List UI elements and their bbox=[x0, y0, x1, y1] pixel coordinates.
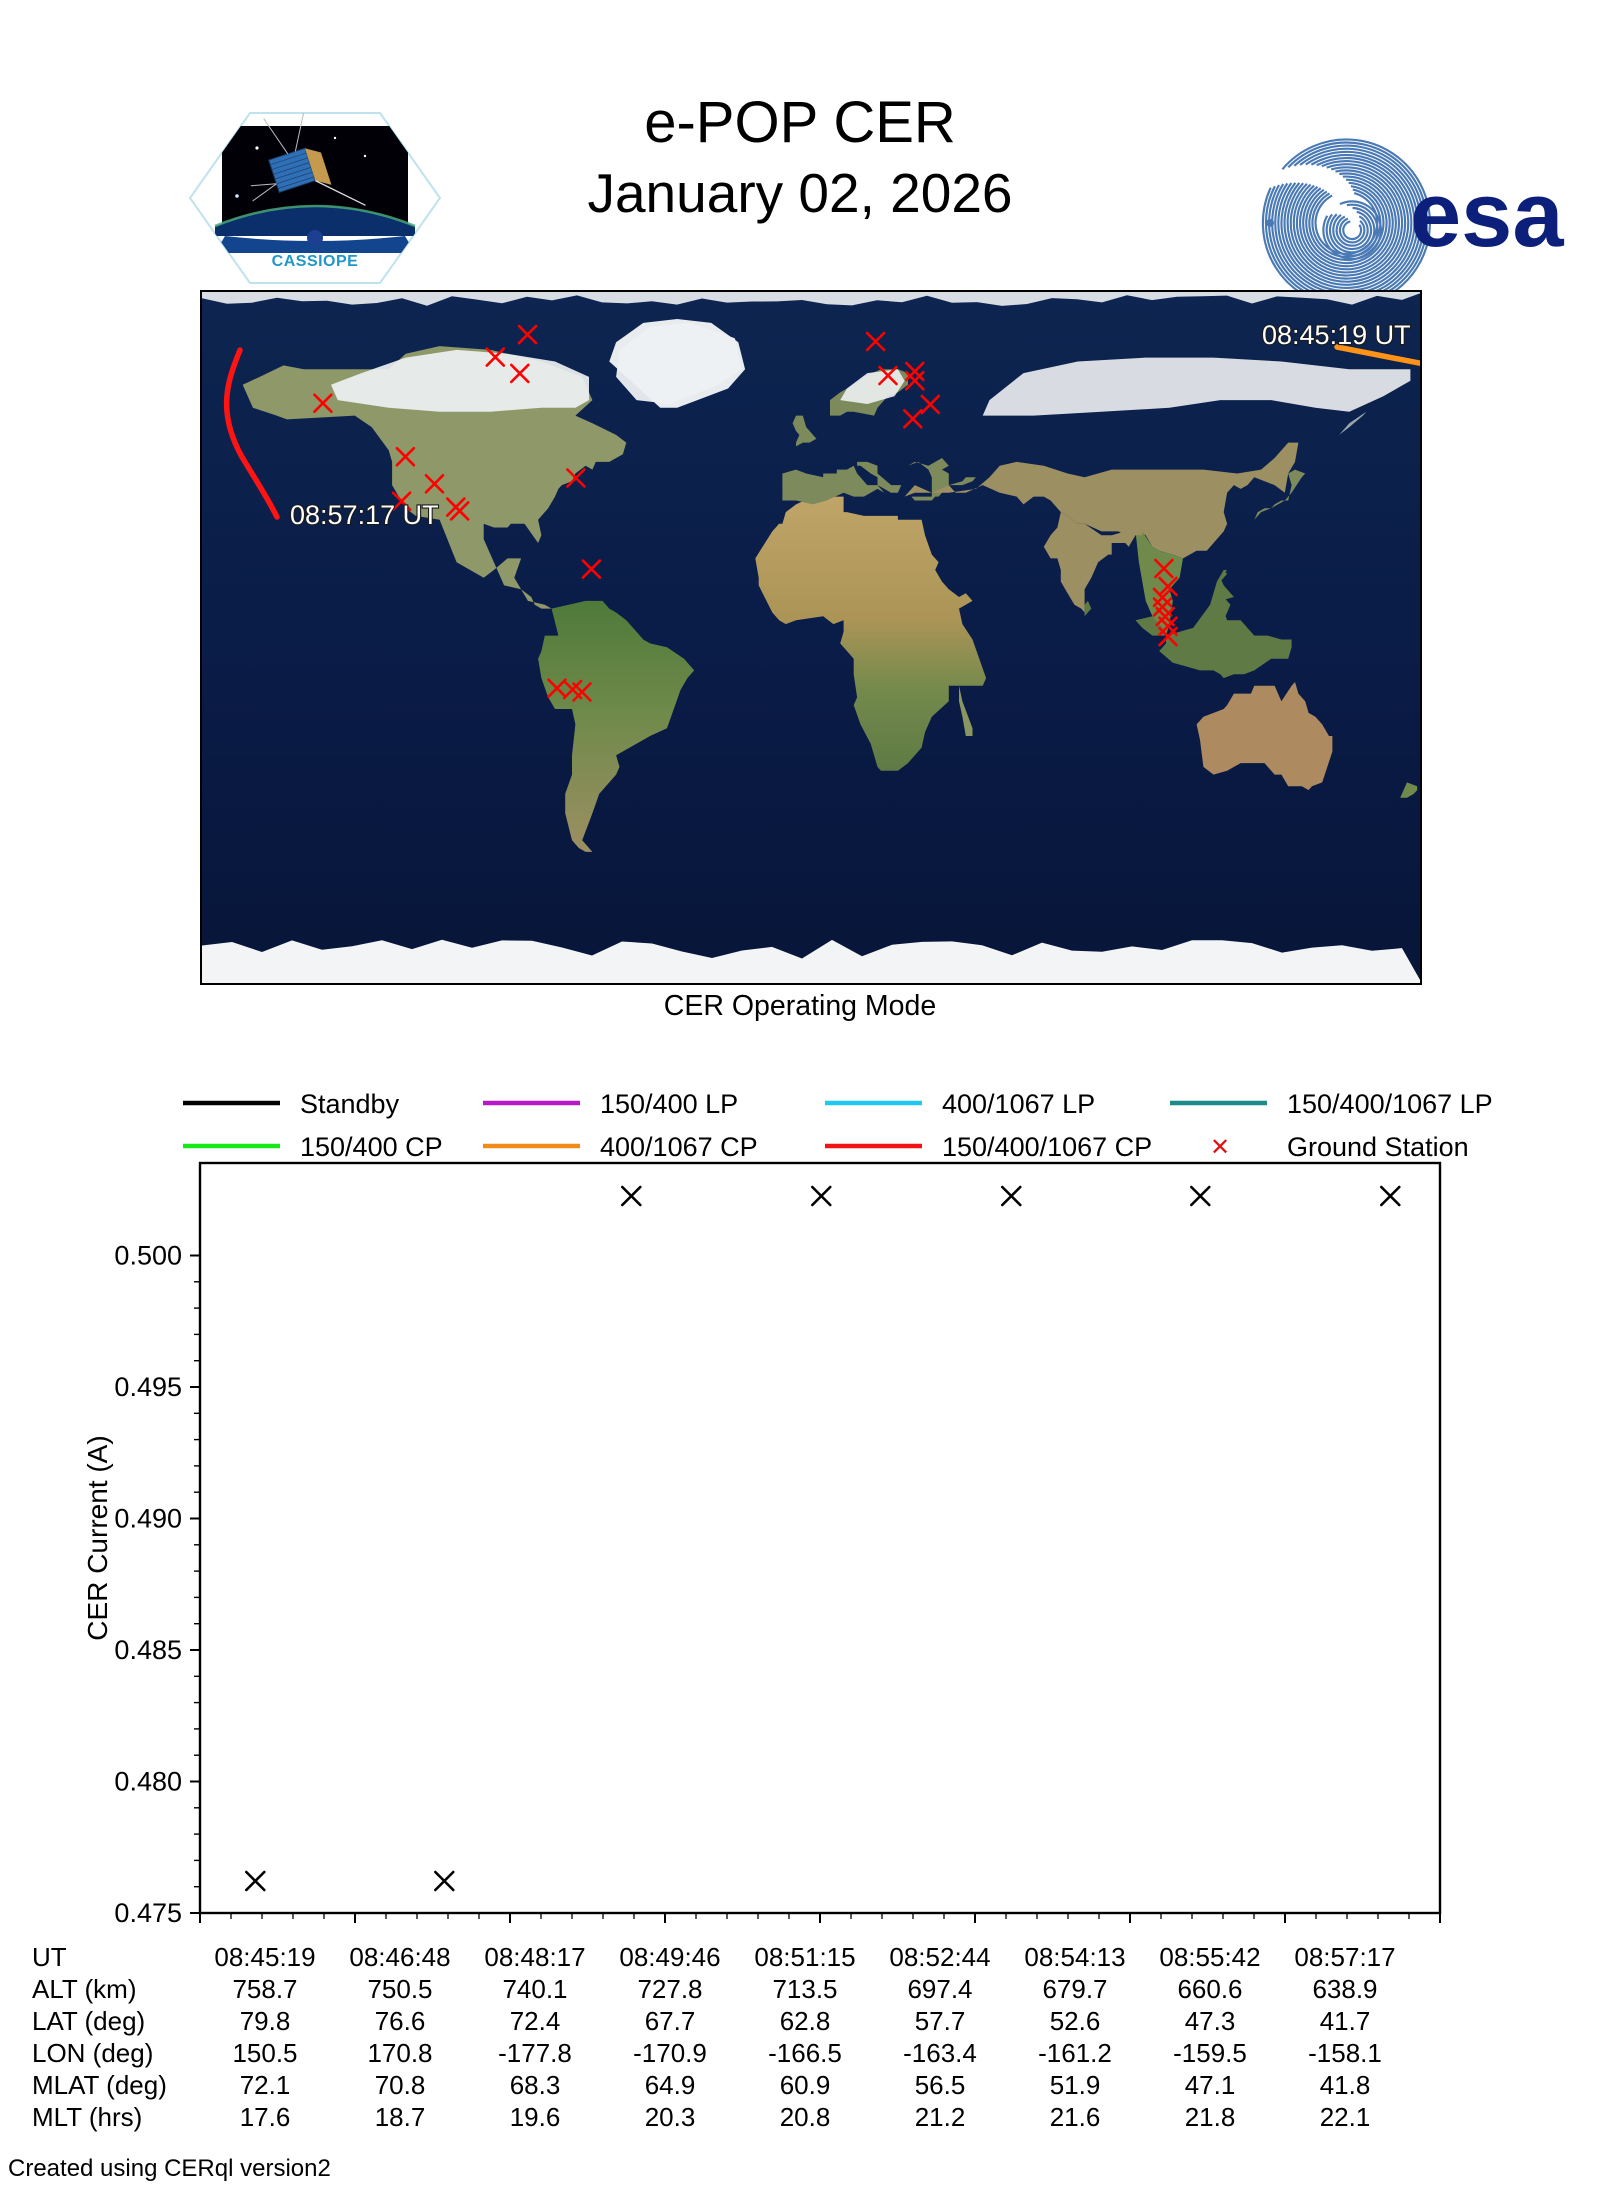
svg-text:-158.1: -158.1 bbox=[1308, 2038, 1382, 2068]
svg-text:0.500: 0.500 bbox=[114, 1241, 182, 1271]
svg-text:660.6: 660.6 bbox=[1177, 1974, 1242, 2004]
svg-text:08:45:19 UT: 08:45:19 UT bbox=[1262, 320, 1411, 350]
svg-text:08:57:17: 08:57:17 bbox=[1294, 1944, 1395, 1972]
svg-text:150/400 LP: 150/400 LP bbox=[600, 1089, 738, 1119]
svg-text:76.6: 76.6 bbox=[375, 2006, 426, 2036]
svg-text:51.9: 51.9 bbox=[1050, 2070, 1101, 2100]
svg-text:CER Current (A): CER Current (A) bbox=[85, 1435, 113, 1640]
svg-text:-177.8: -177.8 bbox=[498, 2038, 572, 2068]
svg-text:20.8: 20.8 bbox=[780, 2102, 831, 2132]
svg-text:72.1: 72.1 bbox=[240, 2070, 291, 2100]
svg-text:Standby: Standby bbox=[300, 1089, 400, 1119]
svg-text:47.1: 47.1 bbox=[1185, 2070, 1236, 2100]
svg-text:41.7: 41.7 bbox=[1320, 2006, 1371, 2036]
svg-text:08:55:42: 08:55:42 bbox=[1159, 1944, 1260, 1972]
svg-text:20.3: 20.3 bbox=[645, 2102, 696, 2132]
svg-text:56.5: 56.5 bbox=[915, 2070, 966, 2100]
svg-text:0.490: 0.490 bbox=[114, 1504, 182, 1534]
svg-text:-170.9: -170.9 bbox=[633, 2038, 707, 2068]
svg-text:22.1: 22.1 bbox=[1320, 2102, 1371, 2132]
svg-text:MLT (hrs): MLT (hrs) bbox=[32, 2102, 142, 2132]
svg-text:-166.5: -166.5 bbox=[768, 2038, 842, 2068]
svg-text:0.480: 0.480 bbox=[114, 1767, 182, 1797]
svg-text:21.8: 21.8 bbox=[1185, 2102, 1236, 2132]
svg-text:08:46:48: 08:46:48 bbox=[349, 1944, 450, 1972]
svg-text:LON (deg): LON (deg) bbox=[32, 2038, 153, 2068]
svg-text:400/1067 LP: 400/1067 LP bbox=[942, 1089, 1095, 1119]
svg-text:08:57:17 UT: 08:57:17 UT bbox=[290, 500, 439, 530]
svg-text:750.5: 750.5 bbox=[367, 1974, 432, 2004]
svg-text:62.8: 62.8 bbox=[780, 2006, 831, 2036]
svg-text:150.5: 150.5 bbox=[232, 2038, 297, 2068]
svg-text:47.3: 47.3 bbox=[1185, 2006, 1236, 2036]
svg-text:21.6: 21.6 bbox=[1050, 2102, 1101, 2132]
svg-text:0.475: 0.475 bbox=[114, 1898, 182, 1925]
svg-text:64.9: 64.9 bbox=[645, 2070, 696, 2100]
svg-text:727.8: 727.8 bbox=[637, 1974, 702, 2004]
svg-text:-163.4: -163.4 bbox=[903, 2038, 977, 2068]
svg-text:70.8: 70.8 bbox=[375, 2070, 426, 2100]
svg-text:18.7: 18.7 bbox=[375, 2102, 426, 2132]
svg-text:-159.5: -159.5 bbox=[1173, 2038, 1247, 2068]
svg-text:740.1: 740.1 bbox=[502, 1974, 567, 2004]
svg-text:57.7: 57.7 bbox=[915, 2006, 966, 2036]
svg-text:LAT (deg): LAT (deg) bbox=[32, 2006, 145, 2036]
svg-text:697.4: 697.4 bbox=[907, 1974, 972, 2004]
svg-text:72.4: 72.4 bbox=[510, 2006, 561, 2036]
svg-text:52.6: 52.6 bbox=[1050, 2006, 1101, 2036]
svg-text:Created using CERql version2: Created using CERql version2 bbox=[8, 2155, 331, 2182]
svg-text:UT: UT bbox=[32, 1944, 67, 1972]
svg-text:150/400/1067 LP: 150/400/1067 LP bbox=[1287, 1089, 1493, 1119]
svg-text:esa: esa bbox=[1410, 164, 1564, 266]
svg-text:758.7: 758.7 bbox=[232, 1974, 297, 2004]
svg-text:68.3: 68.3 bbox=[510, 2070, 561, 2100]
svg-text:679.7: 679.7 bbox=[1042, 1974, 1107, 2004]
svg-text:638.9: 638.9 bbox=[1312, 1974, 1377, 2004]
svg-text:08:51:15: 08:51:15 bbox=[754, 1944, 855, 1972]
svg-text:17.6: 17.6 bbox=[240, 2102, 291, 2132]
svg-text:08:49:46: 08:49:46 bbox=[619, 1944, 720, 1972]
svg-text:0.495: 0.495 bbox=[114, 1372, 182, 1402]
svg-text:41.8: 41.8 bbox=[1320, 2070, 1371, 2100]
svg-text:-161.2: -161.2 bbox=[1038, 2038, 1112, 2068]
svg-text:MLAT (deg): MLAT (deg) bbox=[32, 2070, 167, 2100]
svg-text:713.5: 713.5 bbox=[772, 1974, 837, 2004]
svg-text:0.485: 0.485 bbox=[114, 1635, 182, 1665]
svg-text:60.9: 60.9 bbox=[780, 2070, 831, 2100]
svg-text:79.8: 79.8 bbox=[240, 2006, 291, 2036]
svg-text:170.8: 170.8 bbox=[367, 2038, 432, 2068]
svg-text:CASSIOPE: CASSIOPE bbox=[272, 253, 359, 270]
svg-text:19.6: 19.6 bbox=[510, 2102, 561, 2132]
svg-text:21.2: 21.2 bbox=[915, 2102, 966, 2132]
svg-text:✕: ✕ bbox=[1210, 1134, 1230, 1161]
svg-text:08:48:17: 08:48:17 bbox=[484, 1944, 585, 1972]
svg-text:67.7: 67.7 bbox=[645, 2006, 696, 2036]
svg-text:08:52:44: 08:52:44 bbox=[889, 1944, 990, 1972]
svg-text:08:45:19: 08:45:19 bbox=[214, 1944, 315, 1972]
svg-text:08:54:13: 08:54:13 bbox=[1024, 1944, 1125, 1972]
svg-text:ALT (km): ALT (km) bbox=[32, 1974, 136, 2004]
